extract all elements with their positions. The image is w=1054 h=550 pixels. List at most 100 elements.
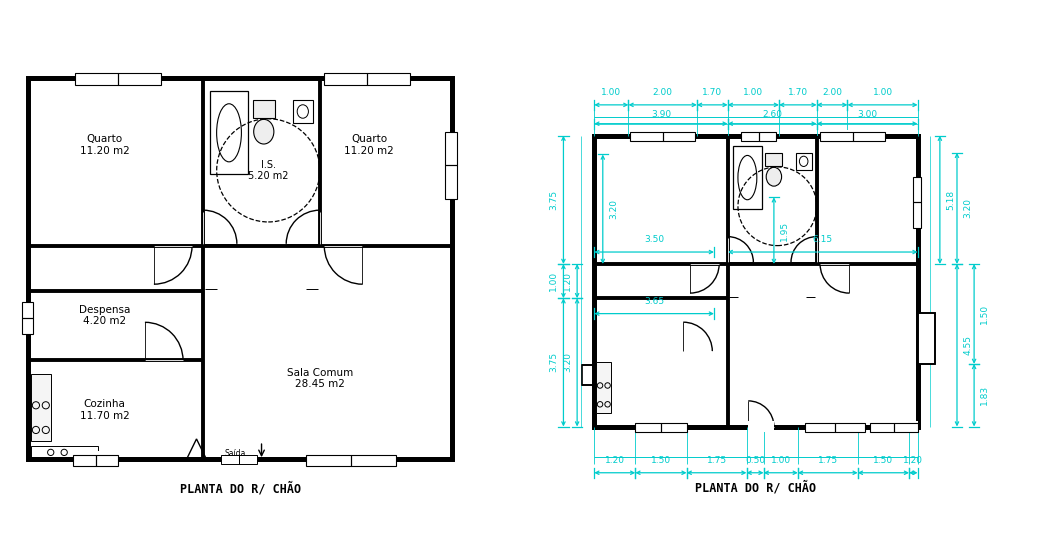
Text: 1.50: 1.50	[651, 456, 671, 465]
Text: 1.75: 1.75	[818, 456, 838, 465]
Bar	[804, 423, 835, 432]
Bar	[630, 132, 663, 141]
Bar	[253, 100, 275, 118]
Bar	[835, 423, 864, 432]
Text: 3.75: 3.75	[549, 190, 559, 210]
Bar	[913, 202, 921, 228]
Text: 3.90: 3.90	[651, 109, 671, 119]
Bar	[118, 73, 160, 85]
Bar	[820, 132, 853, 141]
Bar	[853, 132, 885, 141]
Bar	[21, 302, 36, 333]
Text: Cozinha
11.70 m2: Cozinha 11.70 m2	[80, 399, 130, 421]
Bar	[796, 153, 812, 170]
Bar	[446, 166, 456, 199]
Text: 1.20: 1.20	[563, 271, 572, 291]
Text: 1.00: 1.00	[873, 89, 893, 97]
Bar	[367, 73, 410, 85]
Bar	[636, 421, 686, 432]
Bar	[96, 455, 118, 466]
Text: 3.75: 3.75	[549, 353, 559, 372]
Ellipse shape	[254, 119, 274, 144]
Text: 1.50: 1.50	[874, 456, 894, 465]
Bar	[870, 423, 894, 432]
Bar	[741, 132, 759, 141]
Text: 1.00: 1.00	[743, 89, 763, 97]
Bar	[918, 312, 935, 364]
Text: 1.70: 1.70	[787, 89, 808, 97]
Bar	[21, 302, 33, 318]
Text: 0.50: 0.50	[745, 456, 765, 465]
Text: 3.20: 3.20	[563, 353, 572, 372]
Text: 4.55: 4.55	[963, 336, 972, 355]
Text: Despensa
4.20 m2: Despensa 4.20 m2	[79, 305, 131, 326]
Bar	[582, 365, 594, 386]
Bar	[351, 455, 396, 466]
Bar	[913, 177, 923, 228]
Text: Saída: Saída	[225, 449, 247, 458]
Bar	[325, 70, 410, 85]
Bar	[31, 446, 98, 459]
Bar	[446, 131, 460, 199]
Text: 6.15: 6.15	[813, 235, 833, 245]
Bar	[73, 455, 96, 466]
Bar	[894, 423, 918, 432]
Bar	[307, 455, 351, 466]
Text: 1.20: 1.20	[605, 456, 625, 465]
Bar	[21, 318, 33, 333]
Bar	[76, 70, 160, 85]
Bar	[663, 132, 696, 141]
Bar	[630, 130, 696, 141]
Text: 3.20: 3.20	[609, 199, 618, 219]
Bar	[804, 421, 864, 432]
Bar	[76, 73, 118, 85]
Bar	[765, 153, 782, 167]
Bar	[28, 78, 452, 459]
Bar	[239, 455, 257, 465]
Text: 5.18: 5.18	[946, 190, 955, 210]
Bar	[446, 131, 456, 166]
Bar	[748, 421, 774, 432]
Text: 2.00: 2.00	[822, 89, 842, 97]
Bar	[733, 146, 762, 209]
Bar	[210, 91, 248, 174]
Text: I.S.
5.20 m2: I.S. 5.20 m2	[248, 160, 289, 181]
Bar	[325, 73, 367, 85]
Bar	[594, 136, 918, 427]
Bar	[757, 421, 774, 432]
Text: 1.20: 1.20	[903, 456, 923, 465]
Bar	[820, 130, 885, 141]
Bar	[31, 374, 51, 441]
Text: 1.00: 1.00	[770, 456, 790, 465]
Bar	[741, 130, 776, 141]
Bar	[661, 423, 686, 432]
Bar	[73, 452, 118, 466]
Text: 2.60: 2.60	[762, 109, 782, 119]
Bar	[870, 421, 918, 432]
Bar	[636, 423, 661, 432]
Text: PLANTA DO R/ CHÃO: PLANTA DO R/ CHÃO	[179, 481, 300, 495]
Text: Sala Comum
28.45 m2: Sala Comum 28.45 m2	[287, 367, 353, 389]
Text: Quarto
11.20 m2: Quarto 11.20 m2	[345, 134, 394, 156]
Text: 1.00: 1.00	[601, 89, 622, 97]
Bar	[28, 78, 452, 459]
Bar	[293, 100, 313, 123]
Text: 1.50: 1.50	[980, 304, 990, 324]
Text: 3.50: 3.50	[644, 235, 664, 245]
Text: 3.20: 3.20	[963, 199, 972, 218]
Ellipse shape	[766, 167, 782, 186]
Text: 1.70: 1.70	[702, 89, 722, 97]
Bar	[307, 452, 396, 466]
Text: Quarto
11.20 m2: Quarto 11.20 m2	[80, 134, 130, 156]
Bar	[594, 136, 918, 427]
Text: 3.65: 3.65	[644, 297, 664, 306]
Bar	[596, 361, 611, 413]
Text: 1.00: 1.00	[549, 271, 559, 291]
Text: 1.75: 1.75	[706, 456, 726, 465]
Bar	[221, 452, 257, 466]
Text: 1.83: 1.83	[980, 385, 990, 405]
Bar	[913, 177, 921, 202]
Text: 2.00: 2.00	[652, 89, 672, 97]
Bar	[221, 455, 239, 465]
Text: PLANTA DO R/ CHÃO: PLANTA DO R/ CHÃO	[696, 481, 817, 495]
